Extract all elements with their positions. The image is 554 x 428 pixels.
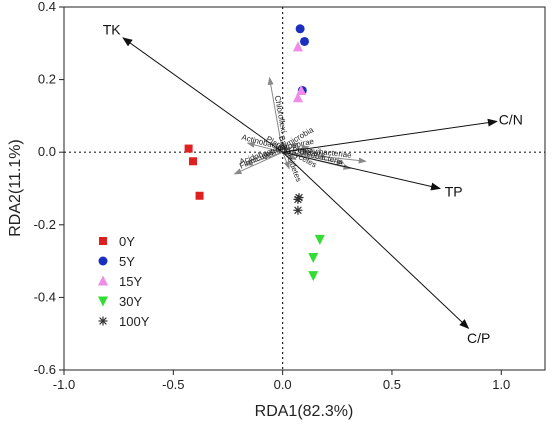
x-tick-label: 0.0 bbox=[274, 377, 292, 392]
x-tick-label: -1.0 bbox=[53, 377, 75, 392]
env-arrow bbox=[282, 151, 470, 329]
legend-label: 100Y bbox=[119, 314, 150, 329]
species-arrow bbox=[233, 151, 283, 175]
sample-point bbox=[292, 92, 303, 103]
legend: 0Y 5Y 15Y 30Y 100Y bbox=[98, 234, 150, 329]
legend-marker bbox=[98, 296, 108, 307]
y-tick-label: 0.4 bbox=[38, 0, 56, 14]
sample-point bbox=[295, 24, 305, 34]
env-arrow bbox=[122, 37, 283, 153]
species-arrow bbox=[244, 151, 283, 166]
env-label: C/N bbox=[499, 111, 523, 127]
legend-label: 15Y bbox=[119, 274, 142, 289]
legend-marker bbox=[99, 237, 107, 245]
y-axis: -0.6 -0.4 -0.2 0.0 0.2 0.4 bbox=[34, 0, 64, 377]
y-axis-label: RDA2(11.1%) bbox=[7, 139, 24, 237]
sample-point bbox=[300, 36, 309, 46]
sample-point bbox=[294, 193, 304, 203]
species-arrow bbox=[282, 142, 299, 153]
y-tick-label: 0.0 bbox=[38, 144, 56, 159]
sample-point bbox=[293, 205, 303, 215]
species-label: Chloroflexi bbox=[273, 95, 288, 134]
y-tick-label: 0.2 bbox=[38, 72, 56, 87]
x-tick-label: 0.5 bbox=[383, 377, 401, 392]
species-arrow bbox=[267, 76, 284, 153]
legend-label: 5Y bbox=[119, 254, 135, 269]
x-tick-label: 1.0 bbox=[492, 377, 510, 392]
sample-point bbox=[308, 271, 319, 282]
x-tick-label: -0.5 bbox=[162, 377, 184, 392]
legend-marker bbox=[98, 256, 108, 266]
zero-lines bbox=[64, 7, 545, 370]
legend-label: 30Y bbox=[119, 294, 142, 309]
species-arrow bbox=[282, 152, 290, 170]
y-tick-label: -0.4 bbox=[34, 289, 56, 304]
legend-marker bbox=[98, 316, 108, 326]
sample-point bbox=[292, 41, 303, 52]
sample-point bbox=[308, 252, 319, 263]
plot-frame bbox=[63, 6, 546, 371]
y-tick-label: -0.6 bbox=[34, 362, 56, 377]
species-arrow bbox=[246, 141, 283, 153]
sample-point bbox=[314, 234, 325, 245]
sample-point bbox=[184, 144, 193, 153]
y-tick-label: -0.2 bbox=[34, 217, 56, 232]
env-label: C/P bbox=[467, 330, 490, 346]
env-label: TK bbox=[103, 22, 122, 38]
environment-arrows: TK C/N TP C/P bbox=[103, 22, 523, 346]
sample-point bbox=[188, 157, 197, 166]
legend-label: 0Y bbox=[119, 234, 135, 249]
x-axis-label: RDA1(82.3%) bbox=[255, 403, 354, 420]
sample-point bbox=[296, 84, 307, 95]
species-arrow bbox=[282, 151, 297, 160]
env-arrow bbox=[282, 151, 442, 191]
x-axis: -1.0 -0.5 0.0 0.5 1.0 bbox=[53, 370, 510, 392]
species-label: others bbox=[302, 147, 325, 160]
sample-points bbox=[184, 24, 325, 282]
env-label: TP bbox=[445, 184, 463, 200]
legend-marker bbox=[98, 275, 108, 286]
sample-point bbox=[195, 191, 204, 200]
env-arrow bbox=[282, 118, 498, 153]
